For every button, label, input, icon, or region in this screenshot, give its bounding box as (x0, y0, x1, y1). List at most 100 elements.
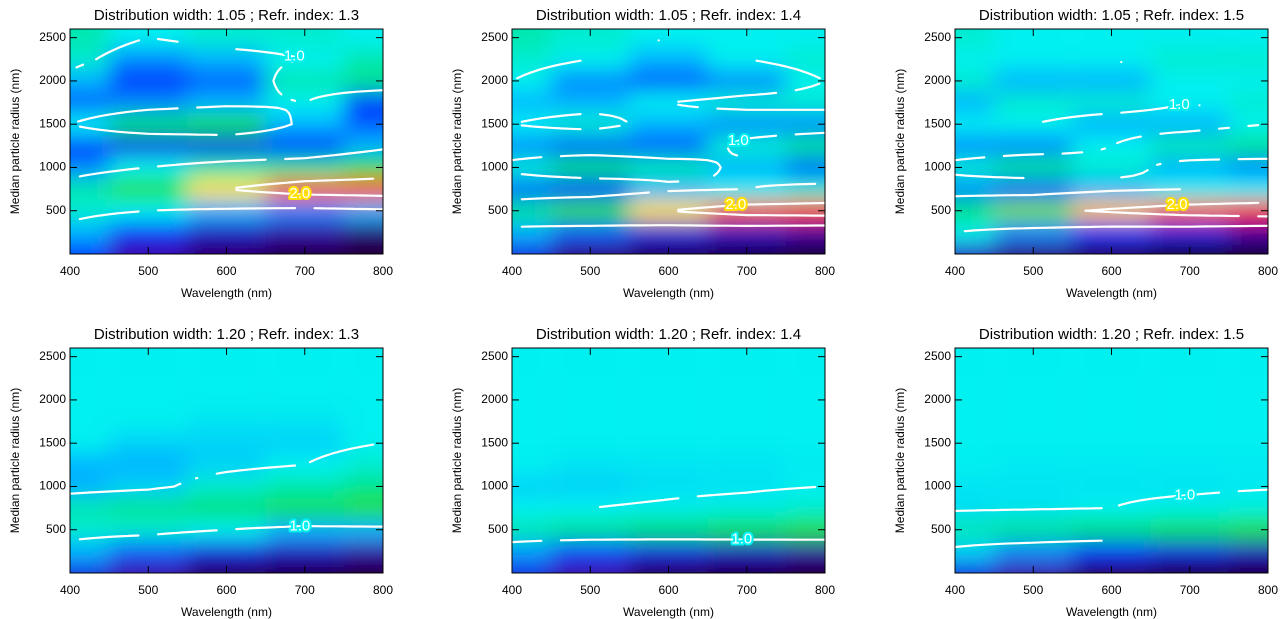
field-cell (551, 540, 630, 563)
field-cell (1228, 113, 1268, 136)
x-tick-label: 500 (580, 264, 600, 278)
y-tick-label: 1000 (39, 479, 66, 493)
field-cell (994, 70, 1073, 92)
field-cell (994, 389, 1073, 411)
field-cell (551, 389, 630, 411)
field-cell (1072, 156, 1151, 179)
field-cell (187, 518, 266, 541)
contour-line (1084, 201, 1268, 218)
field-cell (70, 221, 110, 244)
x-tick-label: 500 (138, 264, 158, 278)
field-cell (343, 91, 383, 114)
field-cell (1228, 410, 1268, 433)
y-tick-label: 2500 (39, 349, 66, 363)
x-tick-label: 700 (1180, 583, 1200, 597)
field-cell (629, 454, 708, 476)
field-cell (629, 540, 708, 563)
field-cell (187, 410, 266, 433)
field-cell (109, 540, 188, 563)
field-cell (955, 432, 995, 455)
plot-area (512, 348, 825, 573)
field-cell (265, 113, 344, 136)
field-cell (512, 156, 552, 179)
field-cell (187, 348, 266, 368)
field-cell (343, 389, 383, 411)
field-cell (629, 199, 708, 222)
field-cell (1228, 243, 1268, 254)
field-cell (1228, 367, 1268, 390)
y-tick-label: 2000 (39, 392, 66, 406)
field-cell (187, 91, 266, 114)
field-cell (707, 70, 786, 92)
contour-line (512, 485, 825, 544)
x-tick-label: 400 (945, 264, 965, 278)
field-cell (265, 540, 344, 563)
field-cell (994, 221, 1073, 244)
field-cell (1072, 29, 1151, 49)
field-cell (109, 475, 188, 498)
field-cell (707, 178, 786, 200)
field-cell (109, 135, 188, 157)
x-tick-label: 600 (216, 264, 236, 278)
field-cell (707, 518, 786, 541)
field-cell (1150, 70, 1229, 92)
field-cell (955, 113, 995, 136)
field-cell (1150, 113, 1229, 136)
x-tick-label: 400 (60, 264, 80, 278)
x-tick-label: 400 (60, 583, 80, 597)
field-cell (994, 348, 1073, 368)
field-cell (551, 410, 630, 433)
field-cell (265, 410, 344, 433)
field-cell (551, 91, 630, 114)
field-cell (551, 348, 630, 368)
field-cell (955, 243, 995, 254)
chart-title: Distribution width: 1.05 ; Refr. index: … (979, 7, 1244, 24)
field-cell (1150, 540, 1229, 563)
chart-title: Distribution width: 1.20 ; Refr. index: … (536, 326, 801, 343)
field-cell (551, 48, 630, 71)
field-cell (512, 48, 552, 71)
field (70, 29, 383, 254)
field-cell (551, 70, 630, 92)
field-cell (187, 540, 266, 563)
field-cell (187, 29, 266, 49)
field-cell (1228, 348, 1268, 368)
field-cell (265, 475, 344, 498)
field-cell (1150, 48, 1229, 71)
field-cell (994, 518, 1073, 541)
y-tick-label: 500 (46, 203, 66, 217)
x-axis-title: Wavelength (nm) (623, 605, 714, 619)
field-cell (629, 367, 708, 390)
field-cell (629, 389, 708, 411)
field-cell (187, 135, 266, 157)
field-cell (265, 348, 344, 368)
field-cell (707, 497, 786, 519)
field-cell (785, 243, 825, 254)
field-cell (1228, 475, 1268, 498)
x-tick-label: 500 (1023, 583, 1043, 597)
field-cell (70, 518, 110, 541)
field-cell (629, 135, 708, 157)
field-cell (955, 135, 995, 157)
field-cell (512, 518, 552, 541)
field-cell (1072, 518, 1151, 541)
field-cell (551, 367, 630, 390)
field-cell (955, 221, 995, 244)
field-cell (994, 29, 1073, 49)
y-tick-label: 1500 (481, 116, 508, 130)
field-cell (994, 497, 1073, 519)
field-cell (994, 113, 1073, 136)
field-cell (109, 389, 188, 411)
field-cell (1228, 389, 1268, 411)
x-tick-label: 700 (295, 583, 315, 597)
field-cell (70, 243, 110, 254)
field-cell (265, 389, 344, 411)
field-cell (512, 540, 552, 563)
field-cell (1150, 432, 1229, 455)
plot-area (70, 348, 383, 573)
field-cell (512, 29, 552, 49)
field-cell (785, 48, 825, 71)
field-cell (265, 91, 344, 114)
field-cell (707, 410, 786, 433)
